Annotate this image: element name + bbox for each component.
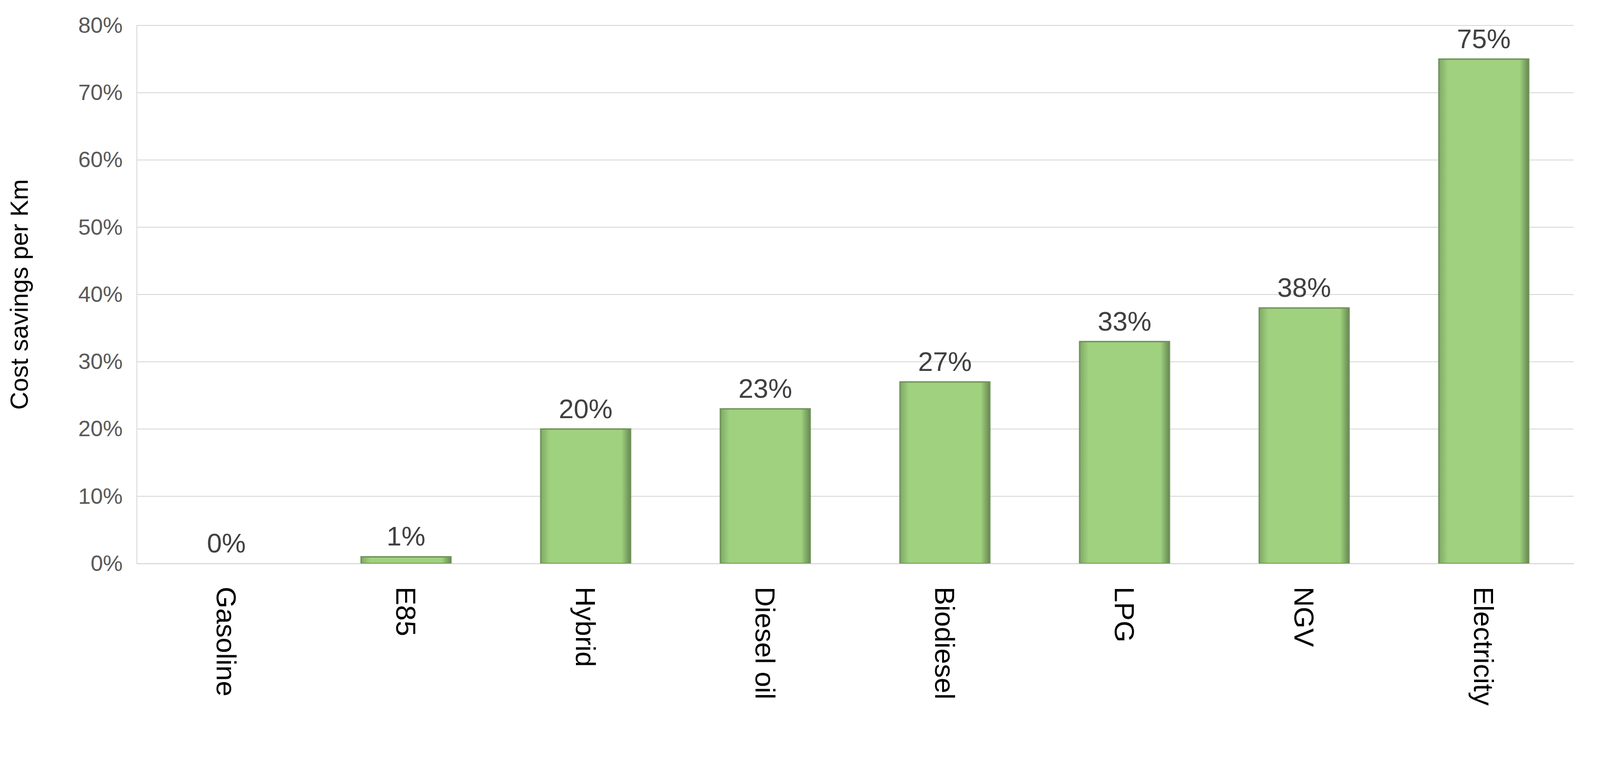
- data-label: 20%: [558, 393, 613, 424]
- y-tick-label: 10%: [78, 483, 123, 509]
- bar: [1438, 59, 1529, 564]
- x-tick-label: Biodiesel: [929, 586, 961, 700]
- x-tick-label: Electricity: [1468, 586, 1500, 706]
- data-label: 33%: [1097, 306, 1152, 337]
- y-tick: 10%: [78, 483, 137, 509]
- chart: 0% 10% 20% 30% 40% 50% 60% 70% 80% Gasoline E85 Hyb…: [0, 0, 1600, 771]
- grid-line: [136, 159, 1574, 161]
- data-label: 75%: [1456, 23, 1511, 54]
- y-tick-label: 20%: [78, 416, 123, 441]
- x-tick-label: Diesel oil: [749, 586, 781, 700]
- data-label: 38%: [1277, 272, 1332, 303]
- y-axis-title: Cost savings per Km: [5, 179, 33, 410]
- x-tick-label: NGV: [1288, 586, 1320, 647]
- bar: [361, 556, 451, 564]
- y-tick: 70%: [78, 80, 137, 105]
- x-tick-label: Gasoline: [210, 586, 242, 697]
- y-tick-label: 80%: [78, 12, 123, 38]
- x-tick: Hybrid: [569, 563, 601, 667]
- y-tick-label: 50%: [78, 214, 123, 240]
- x-tick: Biodiesel: [929, 563, 961, 700]
- data-label: 27%: [918, 346, 972, 377]
- data-label: 0%: [206, 527, 246, 558]
- x-tick-label: Hybrid: [569, 586, 601, 667]
- x-tick-label: LPG: [1108, 586, 1140, 643]
- y-axis: 0% 10% 20% 30% 40% 50% 60% 70% 80%: [78, 12, 138, 576]
- y-tick: 20%: [78, 416, 137, 441]
- x-tick: E85: [390, 563, 422, 637]
- bar: [1079, 341, 1170, 564]
- x-tick: Diesel oil: [749, 563, 781, 700]
- x-axis-line: [137, 563, 1575, 565]
- y-tick-label: 30%: [78, 349, 123, 374]
- x-tick: Electricity: [1468, 563, 1500, 706]
- y-tick: 40%: [78, 281, 137, 307]
- grid-line: [136, 361, 1574, 363]
- grid-line: [136, 226, 1574, 228]
- y-tick-label: 0%: [90, 550, 123, 576]
- y-tick: 50%: [78, 214, 137, 240]
- x-axis: Gasoline E85 Hybrid Diesel oil Biodiesel LPG N…: [137, 563, 1575, 706]
- grid-line: [136, 562, 1574, 564]
- grid-line: [136, 495, 1574, 497]
- plot: 0% 10% 20% 30% 40% 50% 60% 70% 80% Gasoline E85 Hyb…: [78, 12, 1575, 706]
- grid: [136, 25, 1574, 564]
- grid-line: [136, 25, 1574, 26]
- x-tick: Gasoline: [210, 563, 242, 697]
- y-tick-label: 70%: [78, 80, 123, 105]
- bar: [181, 562, 272, 564]
- x-tick: NGV: [1288, 563, 1320, 647]
- y-tick: 0%: [90, 550, 137, 576]
- y-tick: 30%: [78, 349, 137, 374]
- bars: [361, 59, 1529, 564]
- bar: [900, 381, 990, 564]
- bar: [720, 408, 811, 564]
- grid-line: [136, 428, 1574, 430]
- grid-line: [136, 293, 1574, 295]
- grid-line: [136, 92, 1574, 94]
- bar: [1259, 307, 1350, 564]
- bar: [540, 429, 631, 564]
- y-axis-line: [136, 25, 138, 564]
- x-tick: LPG: [1108, 563, 1140, 643]
- y-tick: 80%: [78, 12, 137, 38]
- y-tick-label: 60%: [78, 147, 123, 172]
- data-label: 23%: [738, 373, 793, 404]
- data-label: 1%: [386, 520, 426, 551]
- x-tick-label: E85: [390, 586, 422, 637]
- data-labels: 0% 1% 20% 23% 27% 33% 38% 75%: [206, 23, 1511, 558]
- y-tick: 60%: [78, 147, 137, 172]
- y-tick-label: 40%: [78, 281, 123, 307]
